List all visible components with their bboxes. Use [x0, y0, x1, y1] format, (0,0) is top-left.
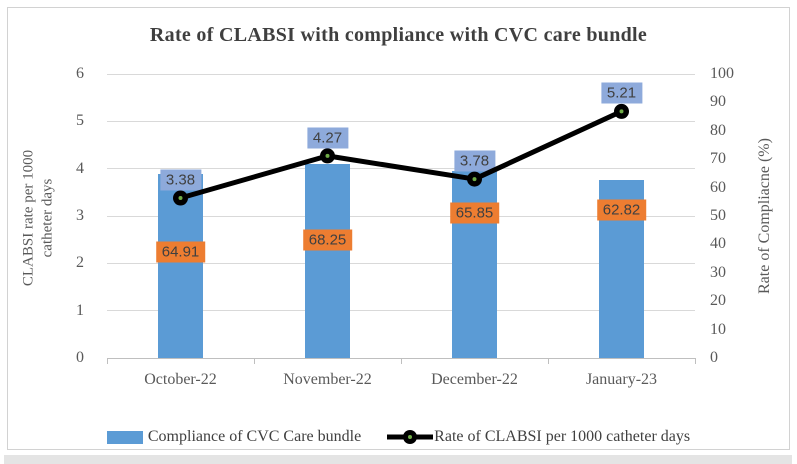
line-path	[178, 108, 624, 201]
bar-data-label: 68.25	[302, 229, 353, 251]
right-axis-tick-label: 100	[710, 65, 734, 82]
line-data-label: 4.27	[306, 127, 349, 149]
line-marker-icon	[387, 430, 434, 444]
category-label: January-23	[585, 371, 658, 388]
x-axis-tickmark	[254, 358, 255, 364]
gridline	[107, 262, 695, 264]
right-axis-tick-label: 40	[710, 235, 726, 253]
gridline	[107, 310, 695, 312]
bar-data-label: 64.91	[155, 241, 206, 263]
bar-swatch-icon	[106, 430, 143, 444]
left-axis-tick-label: 4	[76, 159, 84, 177]
legend-item-clabsi-rate: Rate of CLABSI per 1000 catheter days	[387, 428, 690, 446]
right-axis-tick-label: 90	[710, 93, 726, 111]
x-axis-tickmark	[548, 358, 549, 364]
left-axis-tick-label: 3	[76, 207, 84, 224]
right-axis-tick-label: 30	[710, 263, 726, 281]
right-axis-tick-label: 60	[710, 178, 726, 196]
legend-marker-center-dot	[408, 435, 413, 439]
x-axis-tickmark	[107, 358, 108, 364]
bar	[305, 164, 350, 358]
category-label: November-22	[283, 371, 372, 388]
legend-label: Rate of CLABSI per 1000 catheter days	[434, 428, 691, 445]
gridline	[107, 120, 695, 122]
bottom-gray-band	[4, 455, 792, 464]
gridline	[107, 215, 695, 217]
category-label: December-22	[431, 371, 518, 388]
x-axis-tickmark	[695, 358, 696, 364]
legend-item-compliance: Compliance of CVC Care bundle	[106, 428, 362, 446]
bar-data-label: 62.82	[596, 199, 647, 221]
right-axis-tick-label: 70	[710, 150, 726, 168]
left-axis-tick-label: 2	[76, 254, 84, 272]
line-marker-center-dot	[325, 153, 330, 158]
left-axis-tick-label: 0	[76, 349, 84, 366]
bar	[452, 170, 497, 358]
left-axis-tick-label: 5	[76, 112, 84, 130]
chart-title: Rate of CLABSI with compliance with CVC …	[149, 24, 648, 46]
bar-data-label: 65.85	[449, 202, 500, 224]
right-axis-tick-label: 20	[710, 292, 726, 310]
gridline	[107, 73, 695, 75]
chart-legend: Compliance of CVC Care bundle Rate of CL…	[0, 428, 797, 446]
line-data-label: 5.21	[600, 82, 643, 104]
line-marker-center-dot	[178, 196, 183, 201]
left-axis-tick-label: 6	[76, 65, 84, 82]
right-axis-tick-label: 50	[710, 207, 726, 224]
category-label: October-22	[144, 371, 217, 388]
line-marker-center-dot	[472, 177, 477, 182]
x-axis-tickmark	[401, 358, 402, 364]
right-axis-tick-label: 10	[710, 320, 726, 338]
legend-label: Compliance of CVC Care bundle	[147, 428, 362, 445]
line-data-label: 3.38	[159, 169, 202, 191]
line-marker-center-dot	[619, 109, 624, 114]
chart-frame	[7, 7, 790, 450]
left-axis-tick-label: 1	[76, 301, 84, 319]
right-axis-tick-label: 0	[710, 349, 718, 366]
right-axis-tick-label: 80	[710, 121, 726, 139]
line-data-label: 3.78	[453, 150, 496, 172]
